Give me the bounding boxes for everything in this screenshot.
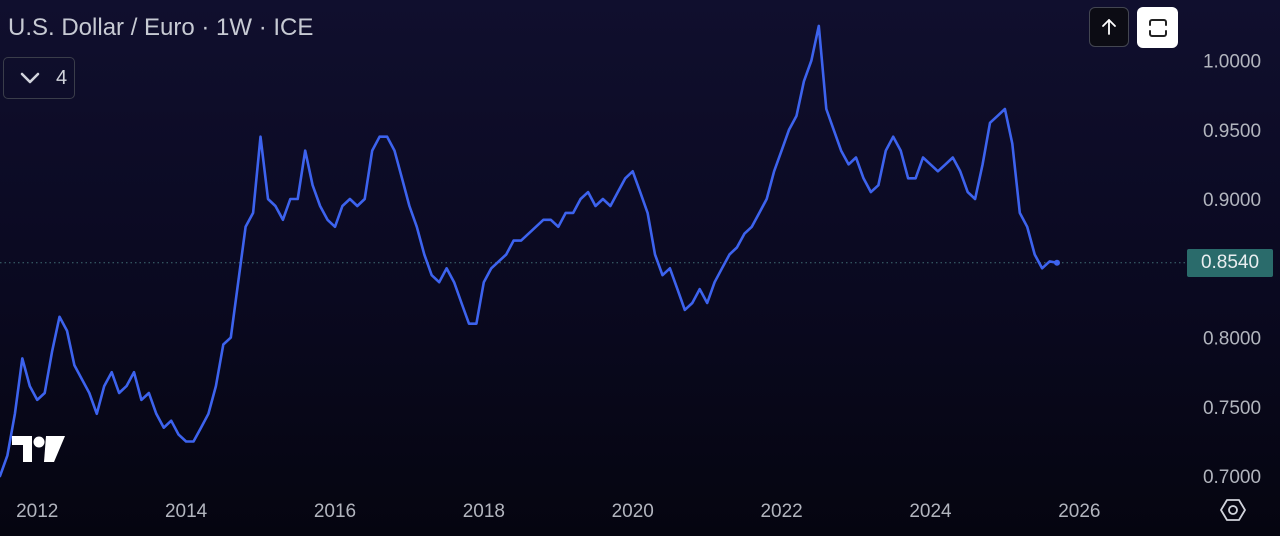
y-tick-label: 1.0000 [1203, 51, 1261, 72]
last-price-label: 0.8540 [1187, 249, 1273, 277]
y-tick-label: 0.7500 [1203, 398, 1261, 419]
x-tick-label: 2012 [16, 501, 58, 522]
last-price-dot [1054, 259, 1061, 266]
chevron-down-icon [20, 72, 40, 84]
x-tick-label: 2018 [463, 501, 505, 522]
x-tick-label: 2026 [1058, 501, 1100, 522]
indicator-count: 4 [56, 66, 68, 89]
fullscreen-button[interactable] [1137, 7, 1178, 48]
x-tick-label: 2020 [612, 501, 654, 522]
settings-icon[interactable] [1220, 497, 1246, 523]
arrow-up-icon [1102, 19, 1116, 35]
chart-title: U.S. Dollar / Euro · 1W · ICE [8, 14, 314, 41]
fullscreen-icon [1148, 18, 1167, 37]
y-tick-label: 0.9500 [1203, 121, 1261, 142]
y-tick-label: 0.9000 [1203, 190, 1261, 211]
x-axis: 2012 2014 2016 2018 2020 2022 2024 2026 [16, 501, 1100, 522]
tradingview-logo-icon [12, 436, 65, 462]
x-tick-label: 2024 [909, 501, 952, 522]
x-tick-label: 2016 [314, 501, 356, 522]
indicators-toggle-button[interactable]: 4 [3, 57, 75, 99]
y-tick-label: 0.8000 [1203, 329, 1261, 350]
x-tick-label: 2014 [165, 501, 208, 522]
y-tick-label: 0.7000 [1203, 467, 1261, 488]
scroll-to-top-button[interactable] [1089, 7, 1129, 47]
price-line [0, 24, 1059, 478]
x-tick-label: 2022 [760, 501, 802, 522]
